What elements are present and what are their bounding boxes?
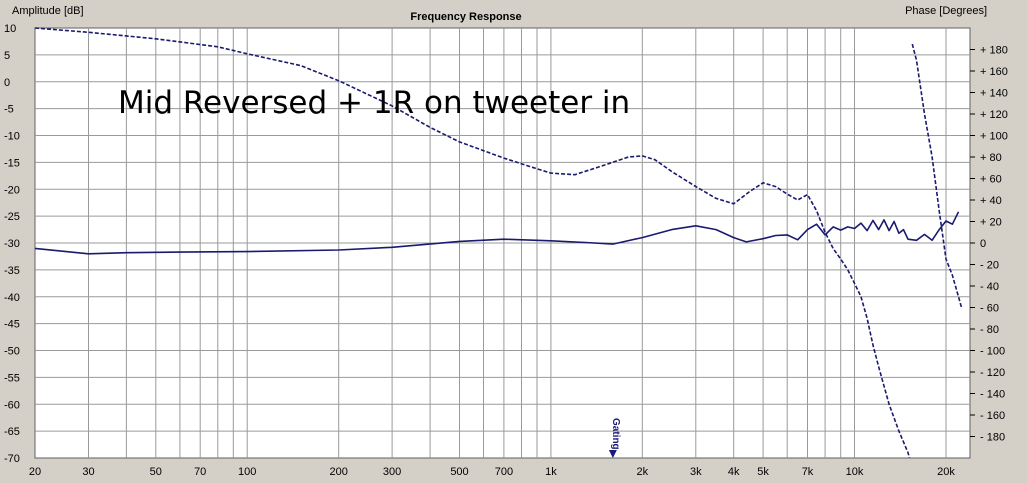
- y-right-tick-label: + 60: [980, 174, 1002, 186]
- y-left-tick-label: -50: [4, 346, 20, 358]
- y-right-axis-title: Phase [Degrees]: [905, 5, 987, 17]
- y-left-tick-label: -30: [4, 238, 20, 250]
- x-tick-label: 1k: [545, 466, 557, 478]
- x-tick-label: 3k: [690, 466, 702, 478]
- y-left-tick-label: -5: [4, 104, 14, 116]
- x-tick-label: 70: [194, 466, 206, 478]
- y-left-tick-label: -10: [4, 131, 20, 143]
- x-tick-label: 10k: [846, 466, 864, 478]
- y-left-tick-label: 10: [4, 23, 16, 35]
- x-tick-label: 4k: [728, 466, 740, 478]
- y-left-tick-label: -70: [4, 453, 20, 465]
- y-right-tick-label: + 120: [980, 109, 1008, 121]
- x-tick-label: 700: [495, 466, 513, 478]
- y-right-tick-label: + 80: [980, 152, 1002, 164]
- y-left-tick-label: -35: [4, 265, 20, 277]
- y-right-tick-label: + 140: [980, 88, 1008, 100]
- x-tick-label: 200: [330, 466, 348, 478]
- x-tick-label: 20k: [937, 466, 955, 478]
- y-right-tick-label: - 80: [980, 324, 999, 336]
- series-line-1: [35, 211, 960, 255]
- gating-marker: Gating: [608, 418, 621, 458]
- y-right-tick-label: + 20: [980, 217, 1002, 229]
- y-right-tick-label: - 60: [980, 303, 999, 315]
- chart-annotation: Mid Reversed + 1R on tweeter in: [118, 85, 630, 121]
- x-tick-label: 5k: [757, 466, 769, 478]
- y-left-tick-label: 0: [4, 77, 10, 89]
- y-left-tick-label: -15: [4, 157, 20, 169]
- y-right-tick-label: - 100: [980, 346, 1005, 358]
- y-right-tick-label: - 160: [980, 410, 1005, 422]
- y-left-tick-label: -55: [4, 372, 20, 384]
- y-right-tick-label: + 100: [980, 131, 1008, 143]
- y-left-tick-label: -65: [4, 426, 20, 438]
- y-right-tick-label: + 180: [980, 45, 1008, 57]
- x-tick-label: 7k: [802, 466, 814, 478]
- y-left-tick-label: -20: [4, 184, 20, 196]
- y-right-tick-label: + 40: [980, 195, 1002, 207]
- x-tick-label: 500: [450, 466, 468, 478]
- series-lines: [35, 27, 963, 458]
- series-line-2: [35, 27, 911, 458]
- x-tick-label: 20: [29, 466, 41, 478]
- x-tick-label: 100: [238, 466, 256, 478]
- y-left-tick-label: -25: [4, 211, 20, 223]
- y-left-tick-label: -45: [4, 319, 20, 331]
- y-right-tick-label: - 140: [980, 389, 1005, 401]
- grid-lines: [35, 28, 970, 458]
- x-tick-label: 30: [82, 466, 94, 478]
- y-left-tick-label: -40: [4, 292, 20, 304]
- y-right-tick-label: 0: [980, 238, 986, 250]
- y-right-tick-label: - 180: [980, 432, 1005, 444]
- gating-label: Gating: [610, 418, 621, 450]
- x-tick-label: 50: [150, 466, 162, 478]
- y-left-axis-title: Amplitude [dB]: [12, 5, 84, 17]
- y-right-tick-label: - 40: [980, 281, 999, 293]
- series-line-3: [911, 43, 963, 308]
- gating-arrow: [608, 450, 617, 458]
- y-left-tick-label: 5: [4, 50, 10, 62]
- y-right-tick-label: - 20: [980, 260, 999, 272]
- chart-title: Frequency Response: [410, 11, 521, 23]
- y-right-tick-label: + 160: [980, 66, 1008, 78]
- x-tick-label: 2k: [636, 466, 648, 478]
- axis-labels: 1050-5-10-15-20-25-30-35-40-45-50-55-60-…: [4, 23, 1008, 478]
- y-left-tick-label: -60: [4, 399, 20, 411]
- x-tick-label: 300: [383, 466, 401, 478]
- y-right-tick-label: - 120: [980, 367, 1005, 379]
